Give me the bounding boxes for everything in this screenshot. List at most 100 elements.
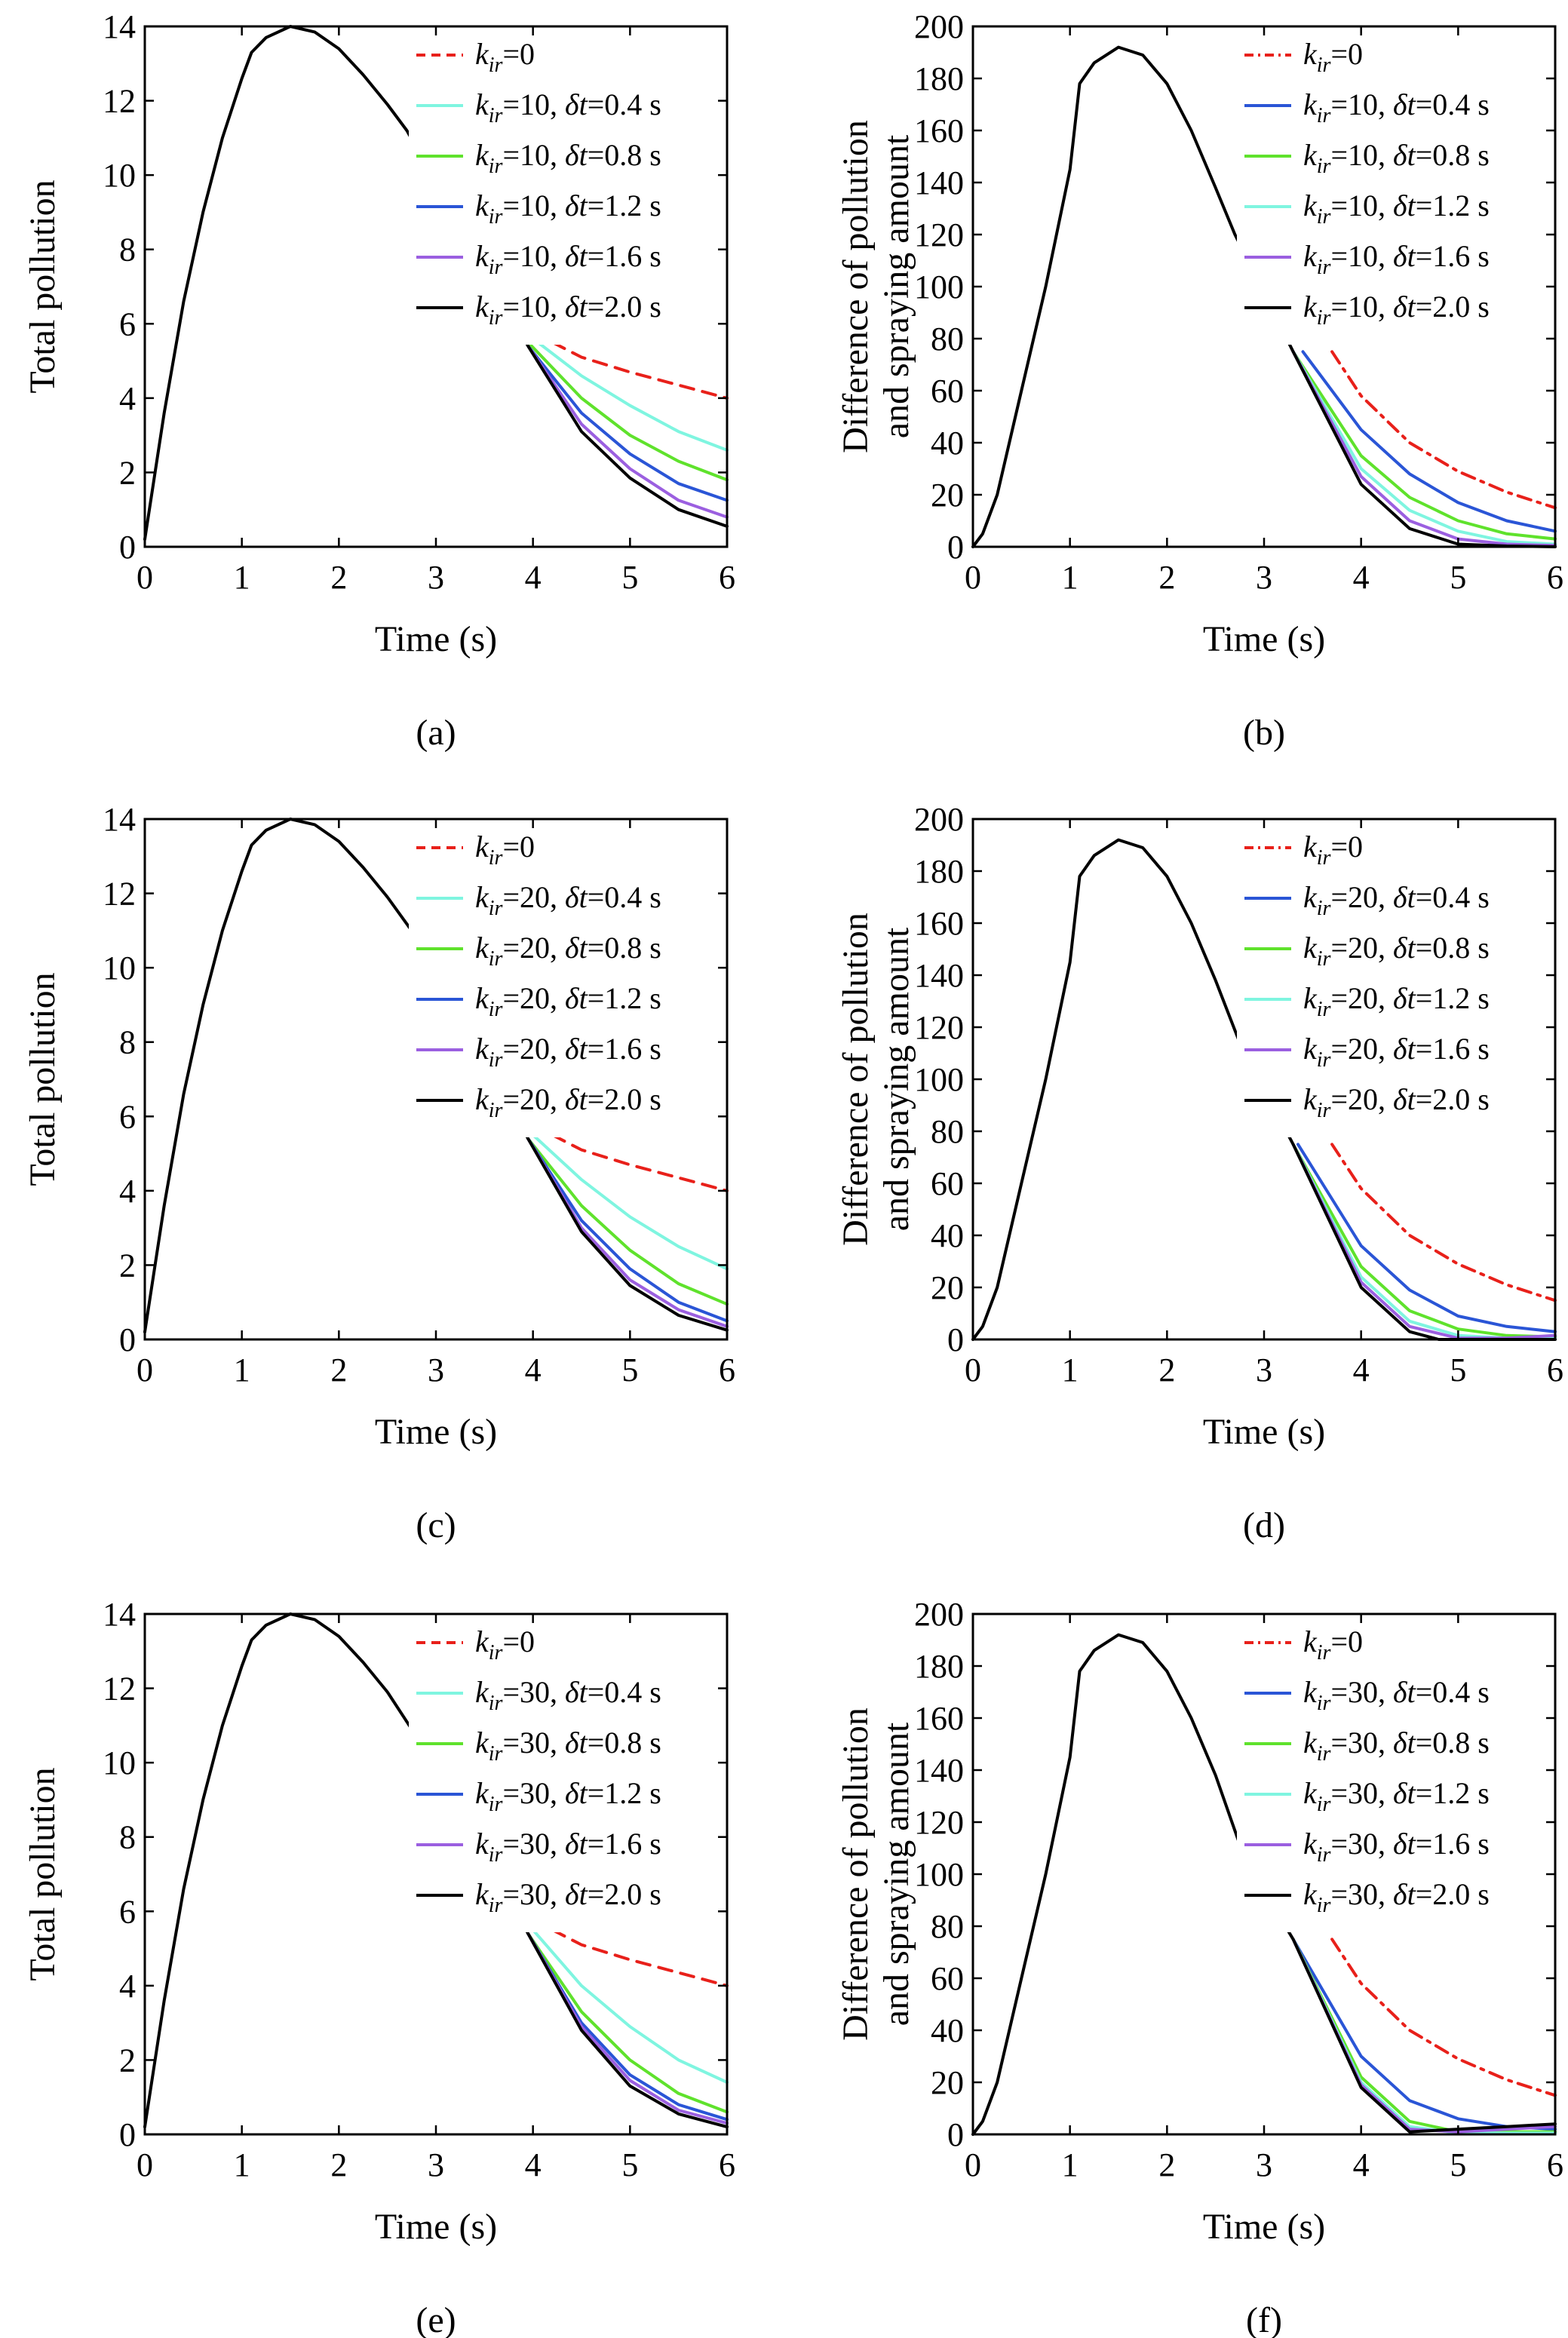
y-tick-label: 10 <box>103 950 136 986</box>
legend-dt: δt <box>565 1032 588 1066</box>
legend-k: k <box>475 931 489 965</box>
series-line <box>143 1612 729 2129</box>
legend-subscript: ir <box>489 256 503 279</box>
series-line <box>526 344 729 519</box>
legend-k: k <box>475 138 489 172</box>
legend-k: k <box>475 1827 489 1861</box>
legend-k: k <box>475 1625 489 1658</box>
legend-dt-value: =1.2 s <box>588 1776 661 1810</box>
series-line <box>526 1931 729 2122</box>
legend-entry: kir=0 <box>1303 830 1363 870</box>
legend-value: =10, <box>502 87 565 121</box>
y-tick-label: 6 <box>119 1098 136 1135</box>
series-line <box>1291 1938 1557 2131</box>
legend-subscript: ir <box>1317 306 1331 330</box>
legend-subscript: ir <box>1317 256 1331 279</box>
series-line <box>551 1928 729 1987</box>
y-tick-label: 4 <box>119 1968 136 2005</box>
series-line <box>526 340 729 482</box>
legend-dt-value: =1.2 s <box>1416 981 1490 1015</box>
y-tick-label: 200 <box>914 8 964 45</box>
y-tick-label: 12 <box>103 876 136 913</box>
y-tick-label: 80 <box>931 1113 964 1150</box>
legend-subscript: ir <box>489 947 503 971</box>
legend-dt: δt <box>1393 87 1416 121</box>
legend-dt: δt <box>1393 1726 1416 1760</box>
y-tick-label: 8 <box>119 232 136 268</box>
legend-dt: δt <box>565 290 588 324</box>
legend-dt-value: =1.2 s <box>1416 1776 1490 1810</box>
legend-entry: kir=10, δt=0.8 s <box>475 138 661 178</box>
legend-k: k <box>475 830 489 864</box>
series-line <box>1291 1938 1557 2134</box>
y-tick-label: 180 <box>914 60 964 97</box>
x-tick-label: 0 <box>965 1352 981 1388</box>
series-line <box>1291 350 1557 541</box>
legend-k: k <box>475 290 489 324</box>
y-tick-label: 60 <box>931 373 964 410</box>
y-tick-label: 120 <box>914 1009 964 1046</box>
y-tick-label: 200 <box>914 801 964 838</box>
y-tick-label: 80 <box>931 1908 964 1945</box>
y-tick-label: 12 <box>103 83 136 120</box>
legend-dt-value: =0.8 s <box>588 1726 661 1760</box>
legend-dt-value: =1.2 s <box>588 189 661 222</box>
y-tick-label: 140 <box>914 164 964 201</box>
series-line <box>1291 350 1557 548</box>
x-tick-label: 5 <box>621 2146 638 2183</box>
legend-dt-value: =0.8 s <box>588 138 661 172</box>
legend-subscript: ir <box>489 155 503 178</box>
legend-k: k <box>1303 1726 1318 1760</box>
legend-value: =20, <box>1330 1032 1393 1066</box>
legend-entry: kir=20, δt=1.6 s <box>475 1032 661 1072</box>
y-tick-label: 0 <box>947 1321 964 1358</box>
legend-dt: δt <box>1393 1032 1416 1066</box>
x-tick-label: 1 <box>1062 559 1079 596</box>
y-tick-label: 14 <box>103 1596 136 1633</box>
legend-k: k <box>1303 880 1318 914</box>
y-tick-label: 160 <box>914 905 964 942</box>
legend-subscript: ir <box>489 205 503 229</box>
legend-entry: kir=0 <box>475 37 535 77</box>
series-line <box>1301 350 1557 533</box>
panel-label: (a) <box>416 713 456 753</box>
legend-value: =10, <box>1330 189 1393 222</box>
legend-dt-value: =1.6 s <box>588 1827 661 1861</box>
x-tick-label: 0 <box>137 2146 153 2183</box>
legend-subscript: ir <box>489 1793 503 1816</box>
legend-dt-value: =0.4 s <box>1416 87 1490 121</box>
legend-dt: δt <box>1393 1082 1416 1116</box>
legend-entry: kir=20, δt=2.0 s <box>1303 1082 1490 1122</box>
legend-dt-value: =0.4 s <box>1416 1675 1490 1709</box>
x-axis-label: Time (s) <box>375 2207 497 2247</box>
legend-entry: kir=30, δt=0.4 s <box>1303 1675 1490 1715</box>
legend-dt: δt <box>1393 931 1416 965</box>
legend-entry: kir=30, δt=0.4 s <box>475 1675 661 1715</box>
legend-entry: kir=10, δt=1.2 s <box>1303 189 1490 229</box>
legend-dt-value: =0.8 s <box>1416 1726 1490 1760</box>
legend-k: k <box>475 1726 489 1760</box>
x-tick-label: 6 <box>1547 2146 1563 2183</box>
x-tick-label: 1 <box>234 1352 250 1388</box>
x-tick-label: 0 <box>965 2146 981 2183</box>
x-tick-label: 4 <box>525 1352 542 1388</box>
y-tick-label: 0 <box>947 2116 964 2153</box>
y-tick-label: 4 <box>119 380 136 417</box>
y-tick-label: 40 <box>931 2012 964 2049</box>
legend-entry: kir=20, δt=2.0 s <box>475 1082 661 1122</box>
y-tick-label: 20 <box>931 1269 964 1306</box>
legend-value: =30, <box>1330 1776 1393 1810</box>
x-axis-label: Time (s) <box>375 619 497 659</box>
legend-dt-value: =2.0 s <box>1416 1877 1490 1911</box>
legend-value: =30, <box>1330 1726 1393 1760</box>
series-line <box>1291 1143 1557 1340</box>
legend-value: =30, <box>502 1776 565 1810</box>
legend-dt-value: =1.6 s <box>1416 239 1490 273</box>
legend-k: k <box>475 880 489 914</box>
legend-entry: kir=30, δt=2.0 s <box>1303 1877 1490 1917</box>
legend-dt: δt <box>565 981 588 1015</box>
y-tick-label: 180 <box>914 1648 964 1685</box>
